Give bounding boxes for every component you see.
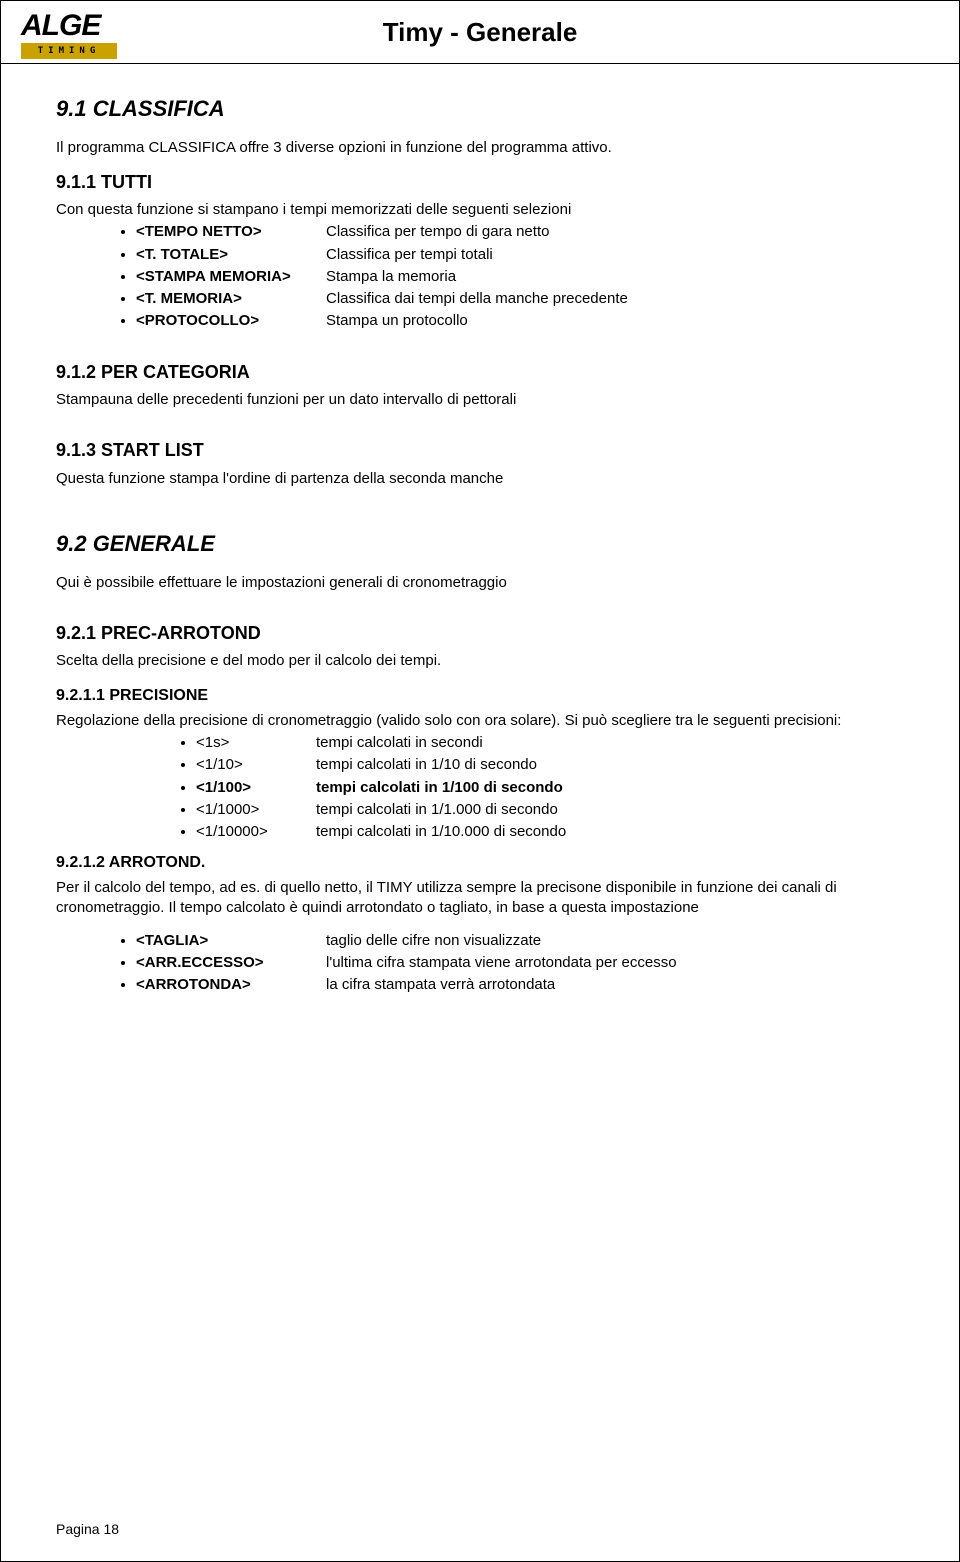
- item-val: Stampa un protocollo: [326, 311, 468, 331]
- item-key: <1/100>: [196, 778, 316, 798]
- item-val: Classifica dai tempi della manche preced…: [326, 289, 628, 309]
- section-9-1: 9.1 CLASSIFICA Il programma CLASSIFICA o…: [56, 94, 904, 332]
- list-item: <TEMPO NETTO>Classifica per tempo di gar…: [136, 222, 904, 242]
- heading-9-1: 9.1 CLASSIFICA: [56, 94, 904, 124]
- intro-9-1-1: Con questa funzione si stampano i tempi …: [56, 200, 904, 220]
- body-9-2-1: Scelta della precisione e del modo per i…: [56, 651, 904, 671]
- list-item: <1/100>tempi calcolati in 1/100 di secon…: [196, 778, 904, 798]
- item-val: tempi calcolati in secondi: [316, 733, 483, 753]
- item-key: <T. MEMORIA>: [136, 289, 326, 309]
- list-item: <ARROTONDA>la cifra stampata verrà arrot…: [136, 975, 904, 995]
- body-9-2-1-2: Per il calcolo del tempo, ad es. di quel…: [56, 878, 904, 919]
- page-header: ALGE TIMING Timy - Generale: [1, 1, 959, 64]
- item-key: <TAGLIA>: [136, 931, 326, 951]
- list-9-2-1-1: <1s>tempi calcolati in secondi <1/10>tem…: [56, 733, 904, 842]
- item-key: <PROTOCOLLO>: [136, 311, 326, 331]
- logo-timing-text: TIMING: [38, 46, 101, 56]
- content: 9.1 CLASSIFICA Il programma CLASSIFICA o…: [1, 64, 959, 1029]
- heading-9-2-1-1: 9.2.1.1 PRECISIONE: [56, 685, 904, 707]
- body-9-1-2: Stampauna delle precedenti funzioni per …: [56, 390, 904, 410]
- list-item: <PROTOCOLLO>Stampa un protocollo: [136, 311, 904, 331]
- list-item: <1/1000>tempi calcolati in 1/1.000 di se…: [196, 800, 904, 820]
- header-title: Timy - Generale: [131, 11, 829, 48]
- list-9-2-1-2: <TAGLIA>taglio delle cifre non visualizz…: [56, 931, 904, 996]
- item-key: <T. TOTALE>: [136, 245, 326, 265]
- list-item: <1/10>tempi calcolati in 1/10 di secondo: [196, 755, 904, 775]
- heading-9-1-1: 9.1.1 TUTTI: [56, 170, 904, 194]
- section-9-2: 9.2 GENERALE Qui è possibile effettuare …: [56, 529, 904, 593]
- item-val: tempi calcolati in 1/100 di secondo: [316, 778, 563, 798]
- heading-9-1-2: 9.1.2 PER CATEGORIA: [56, 360, 904, 384]
- body-9-2: Qui è possibile effettuare le impostazio…: [56, 573, 904, 593]
- item-val: tempi calcolati in 1/10.000 di secondo: [316, 822, 566, 842]
- section-9-2-1-1: 9.2.1.1 PRECISIONE Regolazione della pre…: [56, 685, 904, 842]
- item-val: l'ultima cifra stampata viene arrotondat…: [326, 953, 677, 973]
- list-item: <1/10000>tempi calcolati in 1/10.000 di …: [196, 822, 904, 842]
- heading-9-2: 9.2 GENERALE: [56, 529, 904, 559]
- list-item: <STAMPA MEMORIA>Stampa la memoria: [136, 267, 904, 287]
- logo-text: ALGE: [21, 11, 131, 41]
- section-9-2-1-2: 9.2.1.2 ARROTOND. Per il calcolo del tem…: [56, 852, 904, 995]
- item-val: tempi calcolati in 1/1.000 di secondo: [316, 800, 558, 820]
- item-val: Classifica per tempi totali: [326, 245, 493, 265]
- list-9-1-1: <TEMPO NETTO>Classifica per tempo di gar…: [56, 222, 904, 331]
- list-item: <TAGLIA>taglio delle cifre non visualizz…: [136, 931, 904, 951]
- item-key: <1/10000>: [196, 822, 316, 842]
- item-val: tempi calcolati in 1/10 di secondo: [316, 755, 537, 775]
- item-key: <1/10>: [196, 755, 316, 775]
- body-9-1-3: Questa funzione stampa l'ordine di parte…: [56, 469, 904, 489]
- list-item: <T. MEMORIA>Classifica dai tempi della m…: [136, 289, 904, 309]
- page: ALGE TIMING Timy - Generale 9.1 CLASSIFI…: [0, 0, 960, 1562]
- item-key: <1/1000>: [196, 800, 316, 820]
- section-9-1-3: 9.1.3 START LIST Questa funzione stampa …: [56, 438, 904, 489]
- item-val: taglio delle cifre non visualizzate: [326, 931, 541, 951]
- list-item: <ARR.ECCESSO>l'ultima cifra stampata vie…: [136, 953, 904, 973]
- item-key: <TEMPO NETTO>: [136, 222, 326, 242]
- body-9-2-1-1: Regolazione della precisione di cronomet…: [56, 711, 904, 731]
- logo: ALGE TIMING: [21, 11, 131, 59]
- heading-9-2-1-2: 9.2.1.2 ARROTOND.: [56, 852, 904, 874]
- list-item: <T. TOTALE>Classifica per tempi totali: [136, 245, 904, 265]
- section-9-1-2: 9.1.2 PER CATEGORIA Stampauna delle prec…: [56, 360, 904, 411]
- item-val: Stampa la memoria: [326, 267, 456, 287]
- page-footer: Pagina 18: [56, 1521, 119, 1537]
- item-key: <ARR.ECCESSO>: [136, 953, 326, 973]
- item-val: la cifra stampata verrà arrotondata: [326, 975, 555, 995]
- item-key: <1s>: [196, 733, 316, 753]
- section-9-2-1: 9.2.1 PREC-ARROTOND Scelta della precisi…: [56, 621, 904, 672]
- heading-9-2-1: 9.2.1 PREC-ARROTOND: [56, 621, 904, 645]
- intro-9-1: Il programma CLASSIFICA offre 3 diverse …: [56, 138, 904, 158]
- item-key: <ARROTONDA>: [136, 975, 326, 995]
- heading-9-1-3: 9.1.3 START LIST: [56, 438, 904, 462]
- logo-bar: TIMING: [21, 43, 117, 59]
- item-key: <STAMPA MEMORIA>: [136, 267, 326, 287]
- list-item: <1s>tempi calcolati in secondi: [196, 733, 904, 753]
- item-val: Classifica per tempo di gara netto: [326, 222, 549, 242]
